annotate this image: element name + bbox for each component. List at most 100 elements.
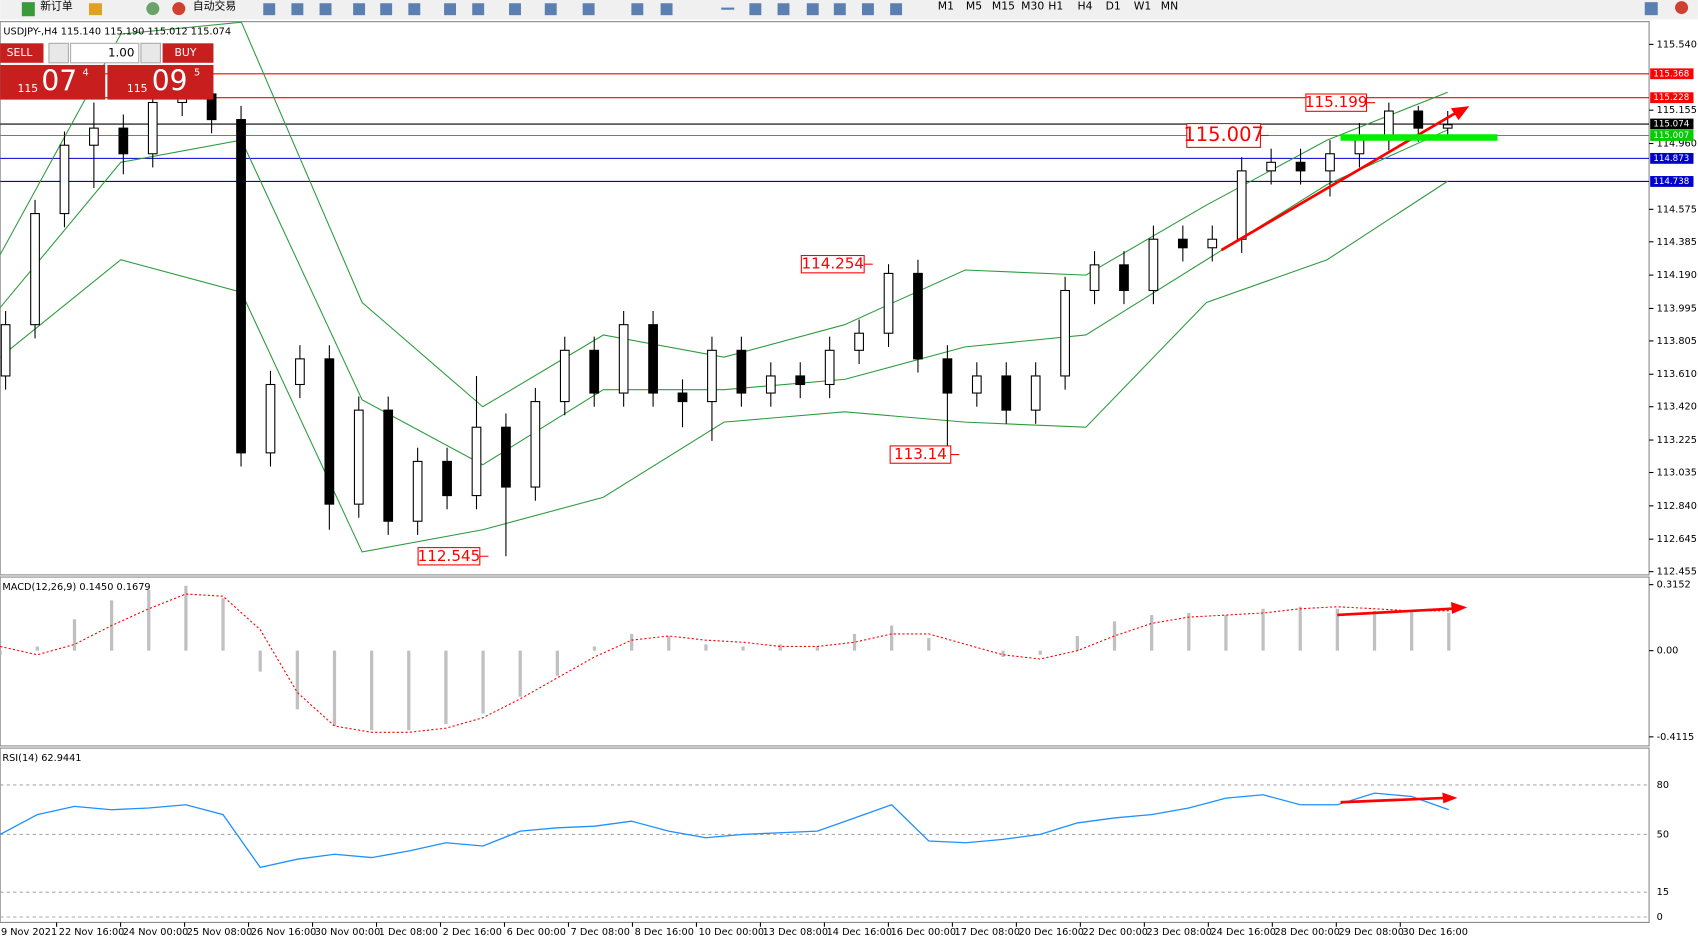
candle-body (618, 324, 629, 394)
price-annotation: 114.254 (801, 255, 864, 273)
candle-body (1001, 375, 1012, 411)
price-label: 113.420 (1657, 402, 1697, 413)
macd-bar (741, 646, 745, 651)
rsi-tick-label: 50 (1657, 829, 1669, 840)
candle-body (971, 375, 982, 394)
auto-trade-icon[interactable] (172, 2, 186, 16)
price-label: 115.540 (1657, 39, 1697, 50)
timeframe[interactable]: M30 (1021, 0, 1044, 12)
candle-body (1295, 161, 1306, 172)
rsi-panel (0, 747, 1650, 923)
buy-price-small[interactable]: 5 (194, 68, 200, 79)
tool-icons (263, 1, 1689, 16)
macd-bar (72, 619, 77, 651)
buy-price-box[interactable] (107, 64, 214, 100)
buy-label[interactable]: BUY (175, 46, 197, 59)
timeframe[interactable]: M15 (992, 0, 1015, 12)
timeframe[interactable]: H4 (1077, 0, 1092, 12)
lot-value[interactable]: 1.00 (108, 46, 134, 60)
icon[interactable] (146, 2, 160, 16)
level-tag (1650, 130, 1694, 141)
candle-body (1119, 264, 1129, 292)
candle-body (59, 144, 70, 215)
icon[interactable] (833, 3, 846, 16)
price-label: 114.575 (1657, 204, 1697, 215)
candle-body (0, 324, 11, 377)
sell-price-box[interactable] (0, 64, 106, 100)
buy-price-mid[interactable]: 09 (152, 64, 188, 97)
icon[interactable] (582, 3, 595, 16)
time-label: 14 Dec 16:00 (827, 927, 892, 938)
sell-price-small[interactable]: 4 (82, 68, 88, 79)
timeframe[interactable]: MN (1161, 0, 1178, 12)
sell-price-mid[interactable]: 07 (41, 64, 77, 97)
icon[interactable] (509, 3, 521, 16)
level-tag (1650, 68, 1694, 80)
macd-bar (1335, 608, 1339, 651)
icon[interactable] (408, 3, 421, 16)
time-label: 10 Dec 00:00 (699, 927, 764, 938)
icon[interactable] (749, 3, 762, 16)
rsi-arrow (1340, 796, 1446, 804)
candle-body (736, 349, 747, 394)
candle-body (412, 460, 423, 522)
icon[interactable] (631, 3, 644, 16)
sell-label[interactable]: SELL (7, 46, 33, 59)
icon[interactable] (890, 3, 903, 16)
sell-price-big[interactable]: 115 (18, 82, 39, 95)
icon[interactable] (319, 3, 332, 16)
icon[interactable] (544, 3, 557, 16)
macd-tick-label: 0.3152 (1657, 580, 1691, 591)
timeframe[interactable]: H1 (1048, 0, 1063, 12)
timeframe[interactable]: D1 (1106, 0, 1121, 12)
timeframe[interactable]: M5 (966, 0, 982, 12)
icon[interactable] (353, 3, 366, 16)
lot-up[interactable] (140, 42, 161, 64)
macd-bar (1112, 621, 1117, 651)
chart-header: USDJPY-,H4 115.140 115.190 115.012 115.0… (3, 26, 231, 37)
candle-body (1325, 153, 1335, 172)
candle-body (942, 358, 953, 394)
time-label: 22 Nov 16:00 (59, 927, 125, 938)
time-label: 19 Nov 2021 (0, 927, 57, 938)
buy-price-big[interactable]: 115 (127, 82, 148, 95)
candle-body (1060, 289, 1070, 377)
candle-body (147, 101, 158, 155)
time-label: 29 Dec 08:00 (1338, 927, 1403, 938)
buy-button[interactable] (162, 43, 214, 63)
overlay (1220, 106, 1498, 804)
icon[interactable] (88, 3, 102, 16)
new-order-icon[interactable] (21, 2, 35, 17)
lot-input[interactable] (70, 42, 140, 64)
macd-bar (1298, 606, 1302, 651)
rsi-line (0, 792, 1450, 869)
macd-bar (1261, 608, 1265, 651)
sell-button[interactable] (0, 43, 44, 63)
time-label: 13 Dec 08:00 (763, 927, 828, 938)
candle-body (589, 349, 600, 394)
icon[interactable] (806, 3, 819, 16)
icon[interactable] (472, 3, 485, 16)
level-label: 114.738 (1653, 177, 1689, 187)
lot-down[interactable] (48, 42, 69, 64)
icon[interactable] (1675, 1, 1689, 15)
icon[interactable] (861, 3, 874, 16)
icon[interactable] (660, 3, 673, 16)
icon[interactable] (291, 3, 304, 16)
icon[interactable] (444, 3, 456, 16)
macd-bar (184, 585, 188, 651)
new-order[interactable]: 新订单 (40, 0, 73, 12)
icon[interactable] (380, 3, 393, 16)
macd-bar (1224, 615, 1228, 651)
icon[interactable] (263, 3, 276, 16)
timeframe[interactable]: M1 (938, 0, 954, 12)
timeframe[interactable]: W1 (1134, 0, 1152, 12)
time-label: 24 Nov 00:00 (123, 927, 189, 938)
icon[interactable] (777, 3, 790, 16)
icon[interactable] (721, 7, 735, 10)
macd-label: MACD(12,26,9) 0.1450 0.1679 (2, 582, 150, 593)
candle-body (1413, 110, 1424, 129)
icon[interactable] (1644, 2, 1658, 16)
auto-trade[interactable]: 自动交易 (193, 0, 236, 12)
candle-body (442, 460, 452, 497)
